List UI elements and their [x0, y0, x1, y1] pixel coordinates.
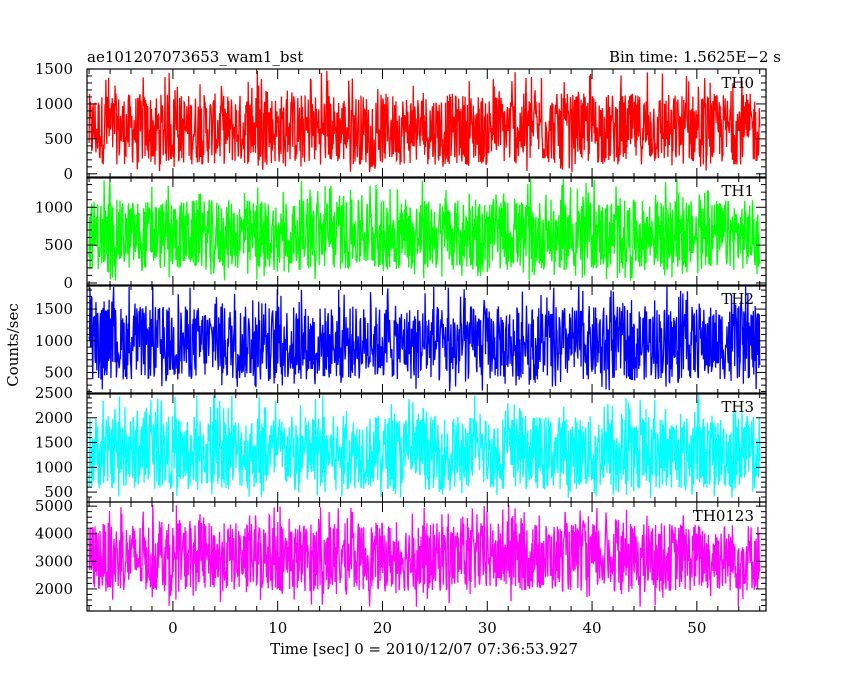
y-tick-label: 0	[63, 274, 73, 292]
y-tick-label: 1000	[35, 458, 73, 476]
y-tick-label: 0	[63, 165, 73, 183]
panel-th2: 500 1000 1500 TH2	[35, 284, 767, 395]
x-tick-label: 10	[268, 619, 287, 637]
panel-label-th0123: TH0123	[693, 507, 754, 525]
y-tick-label: 1000	[35, 95, 73, 113]
x-axis-label: Time [sec] 0 = 2010/12/07 07:36:53.927	[270, 640, 578, 658]
chart-title: ae101207073653_wam1_bst	[87, 48, 303, 66]
y-tick-label: 500	[44, 236, 73, 254]
panel-label-th2: TH2	[721, 290, 754, 308]
y-tick-label: 2500	[35, 384, 73, 402]
y-tick-label: 1000	[35, 332, 73, 350]
panel-frame	[86, 501, 767, 612]
series-line-th1	[88, 178, 761, 281]
x-tick-label: 30	[478, 619, 497, 637]
panel-th0: 0 500 1000 1500 TH0	[35, 60, 767, 183]
panel-frame	[86, 284, 767, 395]
y-tick-label: 2000	[35, 409, 73, 427]
y-tick-label: 500	[44, 363, 73, 381]
series-line-th0123	[88, 504, 761, 607]
y-tick-label: 3000	[35, 552, 73, 570]
bin-time-label: Bin time: 1.5625E−2 s	[609, 48, 781, 66]
panel-frame	[86, 68, 767, 179]
panel-label-th0: TH0	[721, 74, 754, 92]
y-tick-label: 2000	[35, 580, 73, 598]
y-axis-label: Counts/sec	[4, 303, 22, 387]
series-line-th2	[88, 285, 761, 392]
y-tick-label: 1500	[35, 60, 73, 78]
series-line-th0	[88, 70, 761, 173]
panels-layer: 050010001500TH005001000TH150010001500TH2…	[35, 60, 767, 637]
x-tick-label: 20	[373, 619, 392, 637]
series-line-th3	[88, 394, 761, 498]
y-tick-label: 1000	[35, 198, 73, 216]
y-tick-label: 1500	[35, 434, 73, 452]
x-tick-label: 0	[168, 619, 178, 637]
y-tick-label: 5000	[35, 497, 73, 515]
panel-th3: 500 1000 1500 2000 2500 TH3	[35, 384, 767, 503]
panel-label-th1: TH1	[721, 182, 754, 200]
x-tick-label: 50	[687, 619, 706, 637]
x-tick-label: 40	[583, 619, 602, 637]
panel-th1: 0 500 1000 TH1	[35, 176, 767, 292]
y-tick-label: 500	[44, 483, 73, 501]
y-tick-label: 500	[44, 130, 73, 148]
panel-frame	[86, 176, 767, 287]
y-tick-label: 1500	[35, 300, 73, 318]
panel-th0123: 2000 3000 4000 5000 TH0123	[35, 497, 767, 612]
y-tick-label: 4000	[35, 525, 73, 543]
panel-label-th3: TH3	[721, 398, 754, 416]
